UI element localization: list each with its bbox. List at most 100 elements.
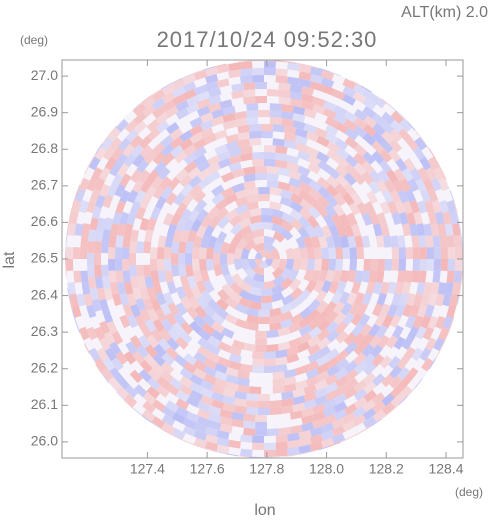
echo-cell (362, 416, 377, 429)
echo-cell (129, 335, 143, 349)
echo-cell (146, 334, 159, 349)
echo-cell (264, 358, 276, 366)
echo-cell (255, 421, 267, 430)
echo-cell (165, 346, 179, 360)
echo-cell (119, 293, 130, 307)
echo-cell (361, 235, 371, 248)
echo-cell (258, 407, 270, 416)
echo-cell (312, 403, 326, 414)
echo-cell (279, 196, 293, 208)
echo-cell (275, 75, 288, 84)
echo-cell (231, 411, 244, 421)
echo-cell (271, 223, 285, 234)
echo-cell (275, 356, 288, 366)
echo-cell (346, 212, 358, 226)
echo-cell (187, 275, 198, 289)
echo-cell (258, 186, 270, 195)
echo-cell (342, 94, 356, 106)
echo-cell (182, 73, 197, 85)
echo-cell (219, 99, 233, 109)
echo-cell (228, 360, 242, 371)
echo-cell (281, 219, 294, 232)
echo-cell (292, 395, 306, 405)
echo-cell (193, 146, 207, 159)
echo-cell (216, 231, 228, 244)
echo-cell (152, 106, 166, 119)
echo-cell (371, 373, 386, 387)
echo-cell (447, 259, 455, 271)
echo-cell (396, 356, 410, 370)
echo-cell (112, 211, 122, 225)
echo-cell (91, 298, 102, 312)
echo-cell (225, 374, 239, 385)
echo-cell (103, 331, 116, 345)
echo-cell (379, 303, 391, 317)
echo-cell (404, 189, 416, 203)
echo-cell (246, 307, 259, 317)
echo-cell (427, 293, 438, 307)
echo-cell (196, 208, 209, 223)
echo-cell (224, 193, 238, 205)
echo-cell (289, 200, 304, 213)
echo-cell (413, 211, 423, 225)
echo-cell (413, 293, 423, 307)
echo-cell (124, 223, 134, 237)
echo-cell (96, 217, 106, 231)
y-tick-label: 26.6 (31, 213, 58, 229)
echo-cell (214, 129, 228, 140)
echo-cell (345, 154, 359, 168)
echo-cell (235, 203, 249, 215)
echo-cell (216, 207, 229, 220)
echo-cell (287, 432, 300, 442)
echo-cell (228, 62, 241, 72)
echo-cell (157, 259, 165, 271)
echo-cell (437, 282, 447, 295)
echo-cell (216, 430, 230, 440)
echo-cell (252, 229, 264, 238)
echo-cell (238, 210, 252, 221)
echo-cell (187, 166, 202, 180)
echo-cell (299, 306, 313, 320)
echo-cell (298, 78, 312, 88)
echo-cell (243, 420, 256, 429)
echo-cell (136, 159, 149, 174)
echo-cell (200, 379, 214, 391)
echo-cell (160, 143, 175, 157)
echo-cell (167, 176, 181, 191)
echo-cell (244, 267, 256, 279)
echo-cell (447, 247, 455, 259)
echo-cell (297, 150, 311, 162)
echo-cell (280, 277, 294, 290)
y-unit: (deg) (20, 33, 48, 47)
echo-cell (246, 322, 259, 331)
echo-cell (81, 223, 91, 236)
echo-cell (86, 304, 97, 319)
echo-cell (216, 298, 229, 311)
echo-cell (264, 351, 277, 360)
x-tick-label: 128.2 (369, 461, 404, 477)
echo-cell (393, 336, 406, 350)
echo-cell (343, 224, 354, 238)
echo-cell (205, 441, 219, 452)
echo-cell (283, 132, 297, 142)
echo-cell (353, 342, 367, 356)
echo-cell (446, 304, 457, 318)
echo-cell (151, 89, 166, 102)
echo-cell (165, 105, 179, 118)
echo-cell (144, 185, 157, 200)
echo-cell (318, 269, 328, 283)
echo-cell (316, 309, 330, 323)
echo-cell (123, 351, 137, 365)
echo-cell (356, 302, 369, 316)
echo-cell (108, 127, 121, 142)
echo-cell (177, 253, 186, 265)
echo-cell (368, 180, 381, 195)
echo-cell (157, 235, 167, 248)
echo-cell (229, 214, 242, 227)
echo-cell (277, 326, 291, 337)
echo-cell (175, 286, 187, 300)
echo-cell (398, 376, 412, 390)
echo-cell (94, 326, 106, 341)
echo-cell (200, 112, 214, 123)
echo-cell (142, 104, 156, 118)
